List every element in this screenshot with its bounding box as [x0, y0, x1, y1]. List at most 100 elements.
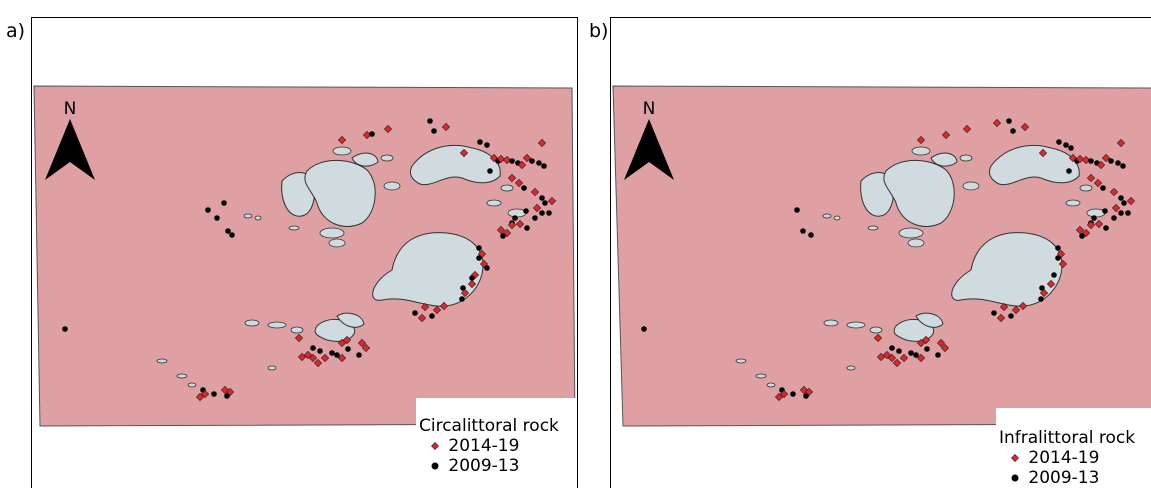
- islet: [267, 321, 287, 329]
- survey-point-2009-13: [1079, 233, 1085, 239]
- islet: [823, 319, 839, 327]
- islet: [867, 225, 879, 231]
- islet: [507, 208, 527, 218]
- survey-point-2009-13: [924, 346, 930, 352]
- survey-point-2009-13: [459, 296, 465, 302]
- islet: [822, 213, 832, 219]
- survey-point-2009-13: [1056, 139, 1062, 145]
- diamond-icon: [427, 436, 443, 456]
- legend-item: 2014-19: [999, 448, 1151, 468]
- survey-point-2009-13: [1066, 168, 1072, 174]
- survey-point-2014-19: [921, 335, 931, 345]
- islet: [243, 213, 253, 219]
- islet: [735, 358, 747, 364]
- survey-point-2014-19: [342, 335, 352, 345]
- islet: [267, 365, 277, 371]
- map-canvas-a: N: [33, 85, 576, 427]
- survey-point-2014-19: [432, 305, 442, 315]
- island: [409, 145, 501, 186]
- north-arrow: N: [45, 99, 95, 180]
- survey-point-2014-19: [532, 203, 542, 213]
- legend-item: 2009-13: [419, 456, 577, 476]
- survey-point-2009-13: [641, 326, 647, 332]
- island: [930, 152, 958, 167]
- survey-point-2014-19: [1111, 203, 1121, 213]
- survey-point-2009-13: [1051, 272, 1057, 278]
- survey-point-2014-19: [507, 173, 517, 183]
- survey-point-2009-13: [1102, 208, 1108, 214]
- survey-point-2014-19: [899, 353, 909, 363]
- survey-point-2009-13: [889, 345, 895, 351]
- survey-point-2009-13: [500, 233, 506, 239]
- legend-title: Circalittoral rock: [419, 416, 559, 436]
- island: [372, 232, 484, 307]
- north-arrow-icon: [624, 119, 674, 180]
- island: [915, 312, 944, 328]
- survey-point-2014-19: [1075, 154, 1085, 164]
- survey-points: [641, 118, 1136, 402]
- islet: [254, 215, 262, 221]
- survey-point-2014-19: [1093, 178, 1103, 188]
- survey-point-2014-19: [337, 135, 347, 145]
- survey-point-2014-19: [1046, 279, 1056, 289]
- survey-point-2014-19: [297, 352, 307, 362]
- legend: Infralittoral rock 2014-19 2009-13: [996, 408, 1151, 488]
- survey-point-2014-19: [362, 130, 372, 140]
- islet: [380, 154, 394, 162]
- survey-point-2014-19: [1101, 153, 1111, 163]
- survey-point-2009-13: [546, 210, 552, 216]
- diamond-icon: [1007, 448, 1023, 468]
- survey-point-2014-19: [1094, 219, 1104, 229]
- survey-point-2009-13: [1120, 163, 1126, 169]
- survey-point-2014-19: [892, 358, 902, 368]
- islet: [244, 319, 260, 327]
- survey-point-2014-19: [774, 392, 784, 402]
- survey-point-2014-19: [522, 153, 532, 163]
- survey-point-2009-13: [908, 350, 914, 356]
- panel-b-label: b): [589, 20, 609, 42]
- survey-point-2009-13: [214, 215, 220, 221]
- island: [883, 159, 955, 227]
- legend: Circalittoral rock 2014-19 2009-13: [416, 398, 577, 488]
- survey-point-2014-19: [441, 122, 451, 132]
- islet: [156, 358, 168, 364]
- survey-point-2009-13: [1063, 142, 1069, 148]
- survey-point-2009-13: [225, 228, 231, 234]
- survey-point-2009-13: [460, 285, 466, 291]
- survey-point-2009-13: [523, 208, 529, 214]
- legend-label: 2009-13: [448, 456, 520, 476]
- survey-point-2009-13: [356, 352, 362, 358]
- survey-point-2009-13: [539, 195, 545, 201]
- survey-point-2009-13: [803, 393, 809, 399]
- survey-point-2014-19: [517, 160, 527, 170]
- north-label: N: [643, 99, 656, 119]
- islets: [156, 146, 527, 388]
- survey-point-2014-19: [459, 148, 469, 158]
- survey-point-2014-19: [417, 313, 427, 323]
- survey-point-2009-13: [1125, 210, 1131, 216]
- survey-point-2014-19: [1126, 196, 1136, 206]
- island: [336, 312, 365, 328]
- survey-point-2009-13: [224, 393, 230, 399]
- survey-point-2009-13: [790, 391, 796, 397]
- survey-point-2014-19: [992, 118, 1002, 128]
- survey-point-2014-19: [200, 389, 210, 399]
- islet: [911, 146, 931, 156]
- legend-item: 2009-13: [999, 468, 1151, 488]
- survey-point-2014-19: [1075, 225, 1085, 235]
- survey-point-2014-19: [916, 353, 926, 363]
- survey-point-2014-19: [1081, 155, 1091, 165]
- sea-area: [33, 85, 576, 427]
- legend-label: 2009-13: [1028, 468, 1100, 488]
- survey-point-2014-19: [996, 313, 1006, 323]
- islet: [755, 373, 767, 379]
- survey-point-2014-19: [320, 353, 330, 363]
- survey-point-2009-13: [487, 168, 493, 174]
- survey-point-2014-19: [507, 220, 517, 230]
- survey-point-2014-19: [962, 124, 972, 134]
- islet: [766, 382, 776, 388]
- survey-point-2014-19: [873, 333, 883, 343]
- legend-label: 2014-19: [448, 436, 520, 456]
- islet: [383, 181, 401, 191]
- islet: [486, 199, 502, 207]
